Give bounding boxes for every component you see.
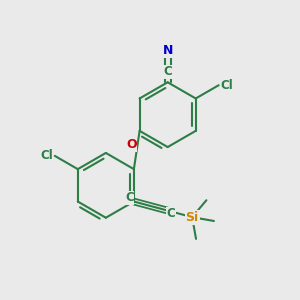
Text: Cl: Cl xyxy=(40,149,53,162)
Text: C: C xyxy=(167,207,175,220)
Text: C: C xyxy=(125,191,134,205)
Text: C: C xyxy=(163,65,172,79)
Text: Si: Si xyxy=(186,211,199,224)
Text: N: N xyxy=(163,44,173,57)
Text: Cl: Cl xyxy=(220,79,233,92)
Text: O: O xyxy=(126,138,137,151)
